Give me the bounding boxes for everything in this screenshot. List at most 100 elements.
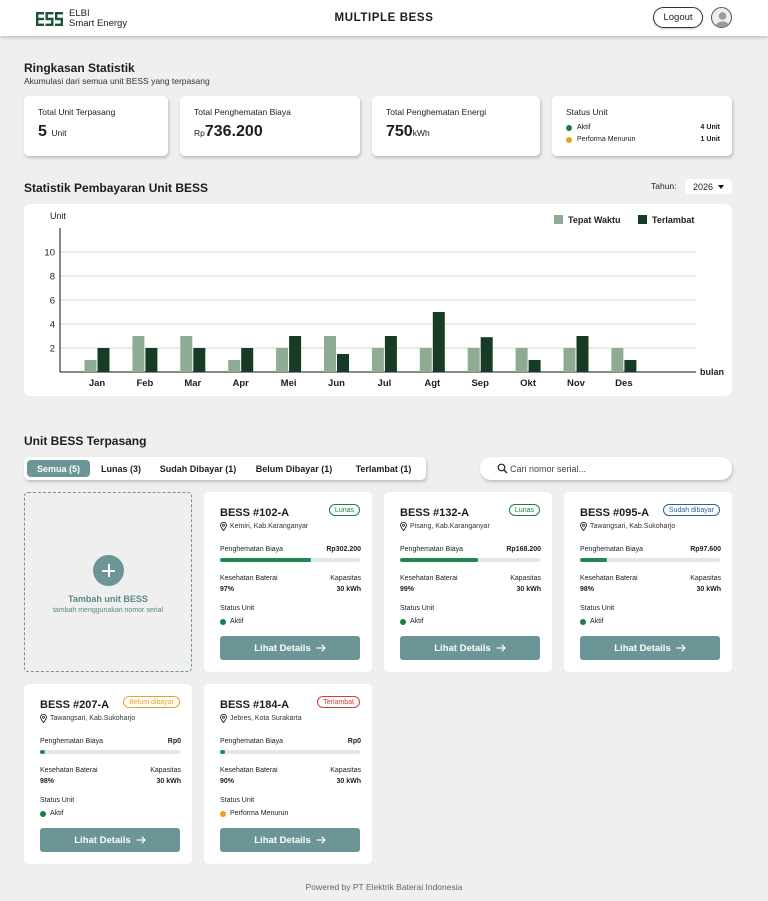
- stat-value: Rp736.200: [194, 123, 263, 140]
- x-tick-label: Nov: [567, 378, 586, 389]
- payment-status-badge: Terlambat: [317, 696, 360, 708]
- x-tick-label: Apr: [233, 378, 250, 389]
- location-text: Pisang, Kab.Karanganyar: [410, 523, 490, 530]
- status-dot: [220, 810, 226, 817]
- location-text: Tawangsari, Kab.Sukoharjo: [590, 523, 676, 530]
- health-value: 98%: [580, 586, 595, 593]
- capacity-value: 30 kWh: [516, 586, 541, 593]
- add-unit-title: Tambah unit BESS: [68, 594, 148, 604]
- arrow-right-icon: [676, 644, 686, 652]
- x-tick-label: Mei: [281, 378, 297, 389]
- payment-status-badge: Sudah dibayar: [662, 504, 720, 516]
- unit-status: Aktif: [220, 618, 244, 625]
- units-title: Unit BESS Terpasang: [24, 434, 147, 448]
- summary-subtitle: Akumulasi dari semua unit BESS yang terp…: [24, 76, 210, 86]
- capacity-label: Kapasitas: [510, 575, 541, 582]
- plus-icon[interactable]: [93, 555, 124, 586]
- legend-swatch: [554, 215, 563, 224]
- unit-name: BESS #132-A: [400, 507, 470, 519]
- status-label: Status Unit: [580, 605, 615, 612]
- status-text: Aktif: [410, 618, 424, 625]
- stat-card-total-units: Total Unit Terpasang 5 Unit: [24, 96, 168, 156]
- add-unit-subtitle: tambah menggunakan nomor serial: [52, 607, 164, 614]
- x-tick-label: Feb: [136, 378, 153, 389]
- tab-late[interactable]: Terlambat (1): [355, 463, 412, 474]
- capacity-value: 30 kWh: [336, 778, 361, 785]
- year-select[interactable]: 2026: [685, 179, 732, 194]
- payment-status-badge: Lunas: [508, 504, 540, 516]
- view-details-button[interactable]: Lihat Details: [220, 636, 360, 660]
- status-text: Aktif: [50, 810, 64, 817]
- x-tick-label: Des: [615, 378, 632, 389]
- summary-title: Ringkasan Statistik: [24, 61, 135, 75]
- savings-value: Rp0: [167, 738, 181, 745]
- stat-label: Total Penghematan Biaya: [194, 107, 291, 117]
- health-value: 99%: [400, 586, 415, 593]
- arrow-right-icon: [136, 836, 146, 844]
- unit-card: BESS #184-A Terlambat Jebres, Kota Surak…: [204, 684, 372, 864]
- avatar[interactable]: [711, 7, 732, 28]
- x-axis-label: bulan: [700, 367, 724, 377]
- unit-name: BESS #095-A: [580, 507, 650, 519]
- view-details-button[interactable]: Lihat Details: [580, 636, 720, 660]
- tab-not-paid[interactable]: Belum Dibayar (1): [255, 463, 333, 474]
- bar-on-time-jan: [84, 360, 97, 372]
- savings-progress-bar: [580, 558, 720, 562]
- status-label: Status Unit: [220, 605, 255, 612]
- progress-fill: [220, 750, 225, 754]
- add-unit-card[interactable]: Tambah unit BESS tambah menggunakan nomo…: [24, 492, 192, 672]
- stat-label: Total Penghematan Energi: [386, 107, 487, 117]
- location-text: Kemiri, Kab.Karanganyar: [230, 523, 309, 530]
- bar-on-time-agt: [419, 348, 432, 372]
- footer-text: Powered by PT Elektrik Baterai Indonesia: [305, 882, 463, 892]
- bar-on-time-sep: [467, 348, 480, 372]
- savings-value: Rp97.600: [690, 546, 721, 553]
- arrow-right-icon: [496, 644, 506, 652]
- search-input[interactable]: [510, 461, 720, 476]
- tab-already-paid[interactable]: Sudah Dibayar (1): [159, 463, 237, 474]
- savings-label: Penghematan Biaya: [220, 738, 284, 745]
- progress-fill: [220, 558, 311, 562]
- unit-card: BESS #102-A Lunas Kemiri, Kab.Karanganya…: [204, 492, 372, 672]
- stat-card-cost-savings: Total Penghematan Biaya Rp736.200: [180, 96, 360, 156]
- payment-status-badge: Belum dibayar: [123, 696, 180, 708]
- unit-status: Aktif: [580, 618, 604, 625]
- status-text: Aktif: [230, 618, 244, 625]
- page-title: MULTIPLE BESS: [334, 12, 434, 24]
- y-tick-label: 8: [50, 272, 55, 283]
- view-details-button[interactable]: Lihat Details: [220, 828, 360, 852]
- unit-card: BESS #132-A Lunas Pisang, Kab.Karanganya…: [384, 492, 552, 672]
- view-details-button[interactable]: Lihat Details: [400, 636, 540, 660]
- bar-late-nov: [576, 336, 589, 372]
- bar-late-des: [624, 360, 637, 372]
- progress-fill: [400, 558, 479, 562]
- savings-value: Rp302.200: [326, 546, 361, 553]
- stat-label: Total Unit Terpasang: [38, 107, 116, 117]
- tab-all[interactable]: Semua (5): [27, 460, 90, 477]
- top-header: ELBI Smart Energy MULTIPLE BESS Logout: [0, 0, 768, 36]
- bar-on-time-nov: [563, 348, 576, 372]
- bess-logo-icon: [36, 12, 63, 26]
- capacity-label: Kapasitas: [330, 767, 361, 774]
- status-row-degraded: Performa Menurun 1 Unit: [566, 136, 720, 143]
- unit-card: BESS #207-A Belum dibayar Tawangsari, Ka…: [24, 684, 192, 864]
- bar-late-jul: [384, 336, 397, 372]
- y-tick-label: 2: [50, 344, 55, 355]
- unit-name: BESS #102-A: [220, 507, 290, 519]
- progress-fill: [580, 558, 607, 562]
- logout-button[interactable]: Logout: [653, 7, 703, 28]
- view-details-button[interactable]: Lihat Details: [40, 828, 180, 852]
- status-dot: [400, 618, 406, 625]
- unit-status: Aktif: [400, 618, 424, 625]
- search-icon: [497, 463, 508, 474]
- tab-paid-off[interactable]: Lunas (3): [100, 463, 141, 474]
- y-tick-label: 4: [50, 320, 55, 331]
- health-value: 90%: [220, 778, 235, 785]
- bar-on-time-mar: [180, 336, 193, 372]
- savings-value: Rp0: [347, 738, 361, 745]
- unit-status: Aktif: [40, 810, 64, 817]
- savings-progress-bar: [220, 750, 360, 754]
- bar-late-jun: [337, 354, 349, 372]
- status-dot: [220, 618, 226, 625]
- arrow-right-icon: [316, 644, 326, 652]
